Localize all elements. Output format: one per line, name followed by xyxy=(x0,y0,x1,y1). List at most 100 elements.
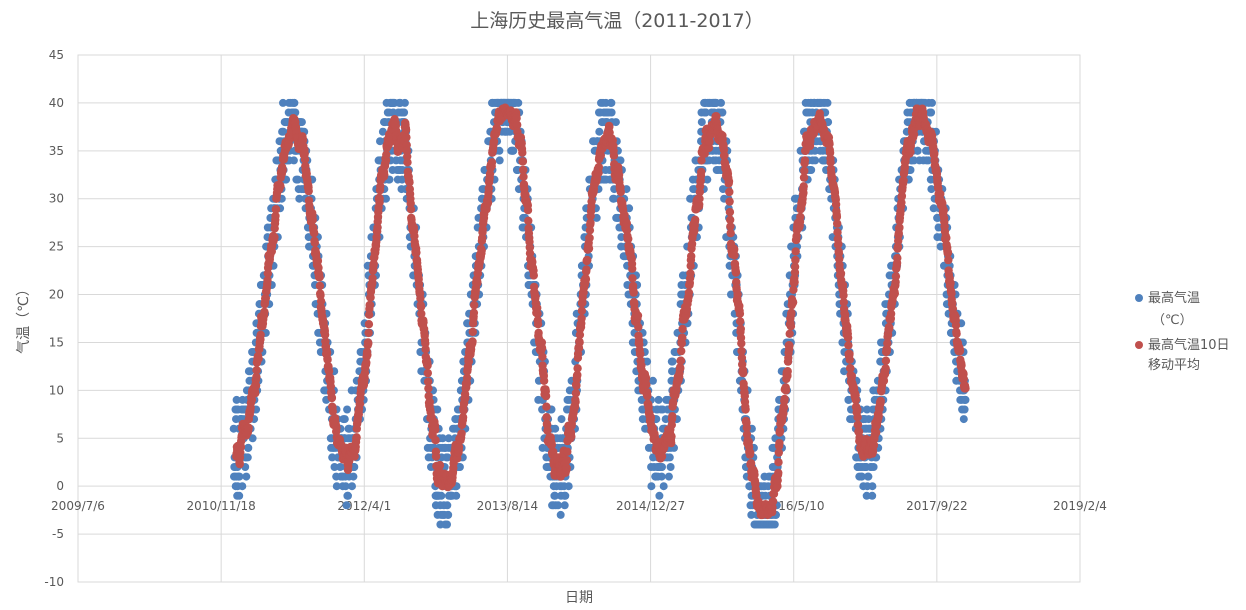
point-moving-average xyxy=(799,182,808,191)
point-moving-average xyxy=(332,423,341,432)
point-max-temp xyxy=(697,118,706,127)
point-moving-average xyxy=(254,354,263,363)
x-tick-label: 2017/9/22 xyxy=(906,499,968,513)
x-tick-label: 2019/2/4 xyxy=(1053,499,1107,513)
point-moving-average xyxy=(881,356,891,365)
point-moving-average xyxy=(435,460,445,470)
point-max-temp xyxy=(811,156,820,165)
point-moving-average xyxy=(678,324,687,334)
point-moving-average xyxy=(315,281,325,291)
point-max-temp xyxy=(928,98,936,107)
point-moving-average xyxy=(251,381,261,390)
point-moving-average xyxy=(774,468,783,477)
point-moving-average xyxy=(890,289,899,298)
point-moving-average xyxy=(584,244,594,253)
point-moving-average xyxy=(730,251,739,260)
point-moving-average xyxy=(686,269,695,278)
point-moving-average xyxy=(720,151,729,160)
point-max-temp xyxy=(336,463,345,471)
point-moving-average xyxy=(575,338,584,347)
y-tick-label: 35 xyxy=(49,144,64,158)
point-max-temp xyxy=(659,482,668,491)
point-moving-average xyxy=(477,246,486,255)
point-max-temp xyxy=(718,108,727,117)
point-moving-average xyxy=(251,389,260,398)
x-tick-label: 2009/7/6 xyxy=(51,499,105,513)
point-moving-average xyxy=(725,197,734,206)
point-moving-average xyxy=(609,151,619,160)
plot-area xyxy=(77,54,1081,583)
point-max-temp xyxy=(238,482,247,491)
point-moving-average xyxy=(851,395,860,405)
point-moving-average xyxy=(423,368,432,378)
point-moving-average xyxy=(833,228,842,237)
point-max-temp xyxy=(551,491,559,500)
point-moving-average xyxy=(596,151,605,160)
y-tick-label: 20 xyxy=(49,288,64,302)
point-moving-average xyxy=(712,112,721,121)
point-moving-average xyxy=(323,355,332,364)
point-moving-average xyxy=(423,361,432,370)
point-max-temp xyxy=(290,98,299,107)
point-max-temp xyxy=(495,146,504,155)
point-max-temp xyxy=(607,98,616,107)
point-max-temp xyxy=(554,501,563,510)
point-moving-average xyxy=(791,247,800,256)
point-moving-average xyxy=(529,271,538,280)
point-max-temp xyxy=(960,405,969,414)
point-max-temp xyxy=(857,472,866,481)
point-moving-average xyxy=(461,393,470,403)
point-moving-average xyxy=(519,172,528,181)
point-max-temp xyxy=(328,453,337,462)
point-moving-average xyxy=(468,337,477,346)
point-max-temp xyxy=(443,453,452,462)
point-moving-average xyxy=(567,432,576,441)
point-max-temp xyxy=(927,185,936,194)
point-moving-average xyxy=(844,341,853,350)
point-moving-average xyxy=(786,322,796,331)
point-moving-average xyxy=(524,216,533,225)
y-axis-label: 气温（℃） xyxy=(16,282,32,354)
point-moving-average xyxy=(468,327,477,337)
point-max-temp xyxy=(556,510,565,519)
point-moving-average xyxy=(382,150,391,159)
point-moving-average xyxy=(881,364,890,373)
point-moving-average xyxy=(310,229,319,238)
point-moving-average xyxy=(549,447,558,456)
point-moving-average xyxy=(788,298,798,307)
point-max-temp xyxy=(443,520,451,529)
point-moving-average xyxy=(846,364,855,373)
point-max-temp xyxy=(297,118,306,127)
point-moving-average xyxy=(775,438,784,448)
point-moving-average xyxy=(562,456,572,465)
point-moving-average xyxy=(628,274,637,283)
point-moving-average xyxy=(853,420,863,430)
point-moving-average xyxy=(891,272,901,281)
point-moving-average xyxy=(774,448,783,457)
point-max-temp xyxy=(655,491,664,500)
point-moving-average xyxy=(328,407,337,416)
point-max-temp xyxy=(868,491,877,500)
point-moving-average xyxy=(668,412,677,421)
point-moving-average xyxy=(403,158,412,167)
point-max-temp xyxy=(869,463,878,471)
point-moving-average xyxy=(405,178,414,187)
point-moving-average xyxy=(726,229,735,238)
point-moving-average xyxy=(380,170,389,179)
point-max-temp xyxy=(330,463,339,471)
point-moving-average xyxy=(845,355,854,364)
point-moving-average xyxy=(537,344,547,353)
point-moving-average xyxy=(563,447,572,456)
point-moving-average xyxy=(643,391,652,401)
point-moving-average xyxy=(459,406,468,415)
point-max-temp xyxy=(703,175,712,184)
point-moving-average xyxy=(542,402,551,411)
point-moving-average xyxy=(562,463,571,473)
point-moving-average xyxy=(454,442,464,452)
point-max-temp xyxy=(400,98,409,107)
point-moving-average xyxy=(256,330,265,339)
point-max-temp xyxy=(611,118,620,127)
point-max-temp xyxy=(452,491,461,500)
point-max-temp xyxy=(807,166,816,174)
